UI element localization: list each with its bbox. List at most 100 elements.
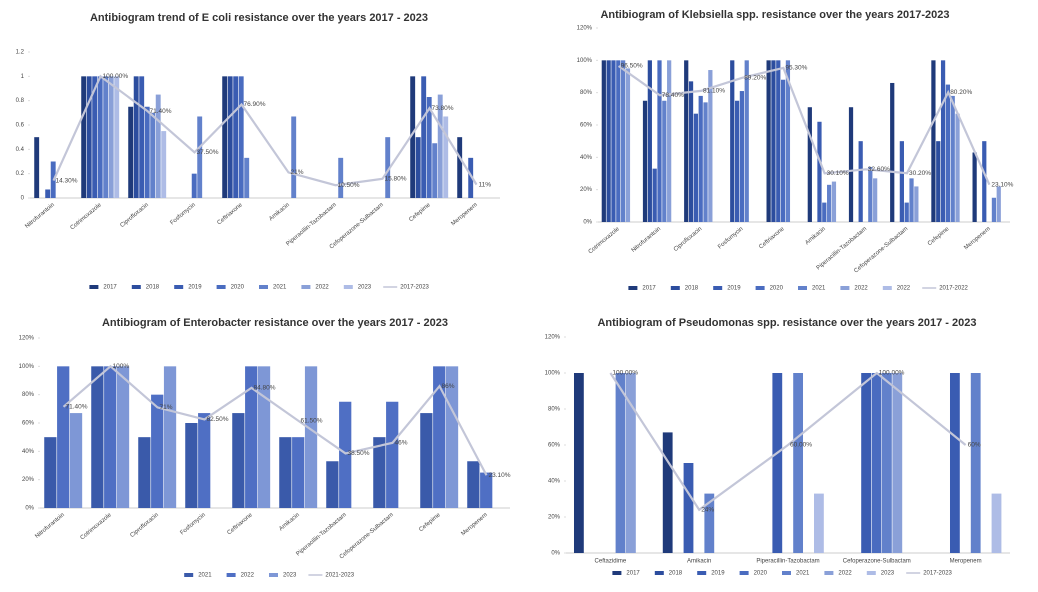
data-label: 81.10% [703, 88, 725, 95]
bar [606, 60, 611, 223]
trend-line [609, 371, 967, 512]
bar [86, 76, 92, 198]
bar [291, 116, 297, 198]
bar [69, 413, 83, 508]
bar [222, 76, 228, 198]
data-label: 37.50% [197, 149, 219, 156]
legend-label: 2022 [838, 571, 852, 577]
y-tick-label: 40% [580, 155, 593, 161]
bar [97, 76, 103, 198]
legend-label: 2017-2023 [923, 571, 952, 577]
y-tick-label: 0.4 [16, 147, 25, 153]
data-label: 89.20% [744, 75, 766, 82]
y-tick-label: 40% [548, 479, 561, 485]
x-tick-label: Cefepime [408, 202, 432, 224]
bar [191, 173, 197, 198]
bar [480, 472, 493, 508]
bar [257, 366, 271, 508]
bar [945, 84, 951, 222]
bar [776, 60, 781, 223]
y-tick-label: 0% [551, 551, 560, 557]
bar [420, 413, 433, 508]
data-label: 71.40% [150, 108, 172, 115]
bar [982, 141, 987, 222]
y-tick-label: 20% [22, 477, 35, 483]
bar [139, 76, 145, 198]
x-tick-label: Amikacin [268, 202, 291, 222]
chart-title: Antibiogram of Klebsiella spp. resistanc… [600, 9, 949, 21]
legend-swatch [840, 286, 850, 290]
bar [652, 168, 657, 222]
data-label: 32.60% [868, 166, 890, 173]
bar [103, 76, 109, 198]
bar [647, 60, 652, 223]
legend-label: 2021 [812, 286, 826, 292]
data-label: 11% [479, 181, 492, 188]
x-tick-label: Fosfomycin [169, 202, 196, 226]
legend-swatch [269, 573, 278, 577]
y-tick-label: 0.6 [16, 123, 25, 129]
bar [831, 181, 837, 222]
bar [940, 60, 946, 223]
legend-swatch [343, 285, 353, 289]
bar [437, 94, 443, 198]
bar [151, 394, 164, 508]
legend-label: 2017 [103, 285, 117, 291]
bar [227, 76, 233, 198]
legend-label: 2019 [711, 571, 725, 577]
y-tick-label: 120% [545, 335, 561, 341]
bar [882, 373, 892, 553]
legend-label: 2019 [188, 285, 202, 291]
bar [662, 432, 673, 553]
data-label: 10.50% [338, 182, 360, 189]
x-tick-label: Cotrimoxazole [80, 512, 114, 542]
bar [338, 157, 344, 198]
trend-line [617, 65, 991, 186]
bar [904, 202, 909, 222]
bar [426, 97, 432, 198]
y-tick-label: 100% [577, 58, 593, 64]
legend-label: 2017-2022 [939, 286, 968, 292]
legend-label: 2022 [315, 285, 329, 291]
legend-swatch [654, 571, 664, 575]
bar [771, 60, 776, 223]
bar [780, 79, 786, 222]
x-tick-label: Amikacin [278, 512, 301, 532]
x-tick-label: Meropenem [950, 559, 982, 565]
x-tick-label: Ceftazidime [595, 559, 627, 565]
legend-label: 2017 [626, 571, 640, 577]
bar [92, 76, 98, 198]
y-tick-label: 60% [22, 421, 35, 427]
bar [744, 60, 749, 223]
bar [693, 113, 698, 222]
bar [909, 178, 914, 222]
legend-label: 2020 [770, 286, 784, 292]
bar [739, 91, 745, 222]
bar [708, 70, 713, 223]
legend-swatch [882, 286, 892, 290]
bar [785, 60, 791, 223]
data-label: 95.30% [785, 65, 807, 72]
bar [443, 116, 449, 198]
bar [155, 94, 161, 198]
bar [817, 121, 822, 222]
bar [991, 493, 1002, 553]
legend-swatch [866, 571, 876, 575]
bar [950, 95, 955, 222]
bar [238, 76, 244, 198]
bar [858, 141, 863, 222]
bar [197, 116, 203, 198]
bar [573, 373, 584, 553]
legend-label: 2018 [669, 571, 683, 577]
x-tick-label: Meropenem [460, 512, 488, 537]
y-tick-label: 0 [21, 196, 25, 202]
legend-swatch [824, 571, 834, 575]
y-tick-label: 20% [548, 515, 561, 521]
y-tick-label: 1.2 [16, 50, 25, 56]
x-tick-label: Cefoperazone-Sulbactam [339, 512, 395, 560]
bar [814, 493, 824, 553]
chart-title: Antibiogram of Pseudomonas spp. resistan… [597, 317, 976, 329]
bar [133, 76, 139, 198]
legend-label: 2023 [283, 573, 297, 579]
bar [772, 373, 783, 553]
